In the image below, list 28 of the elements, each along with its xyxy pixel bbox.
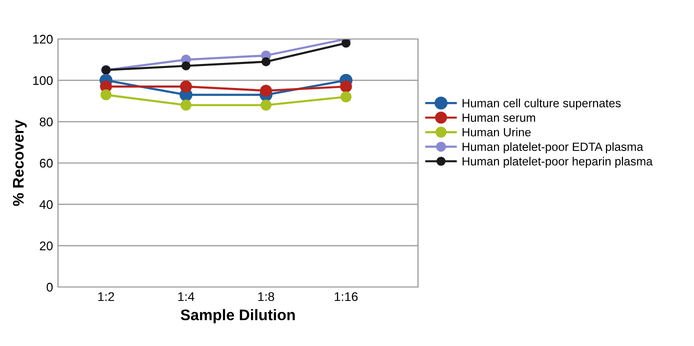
point <box>341 39 351 48</box>
x-axis-title: Sample Dilution <box>180 309 295 324</box>
x-tick-label: 1:4 <box>178 292 194 301</box>
y-tick-label: 100 <box>33 76 53 85</box>
point <box>261 57 271 66</box>
point <box>260 100 272 111</box>
x-tick-label: 1:8 <box>258 292 274 302</box>
y-axis-title: % Recovery <box>12 120 27 206</box>
legend-label: Human serum <box>462 114 536 122</box>
y-tick-label: 60 <box>40 158 53 168</box>
legend-label: Human cell culture supernates <box>462 98 621 110</box>
point <box>181 61 191 70</box>
point <box>100 89 112 100</box>
y-tick-label: 120 <box>33 34 53 44</box>
point <box>260 84 272 97</box>
point <box>180 100 192 111</box>
legend-label: Human Urine <box>462 128 531 136</box>
x-tick-label: 1:2 <box>98 292 114 301</box>
x-tick-label: 1:16 <box>334 292 358 302</box>
point <box>180 80 192 93</box>
point <box>340 80 352 93</box>
y-tick-label: 20 <box>40 241 53 250</box>
y-tick-label: 80 <box>40 117 53 126</box>
legend-label: Human platelet-poor heparin plasma <box>462 156 653 168</box>
y-tick-label: 0 <box>46 282 53 292</box>
legend-label: Human platelet-poor EDTA plasma <box>462 142 644 154</box>
y-tick-label: 40 <box>40 200 53 209</box>
point <box>340 91 352 102</box>
